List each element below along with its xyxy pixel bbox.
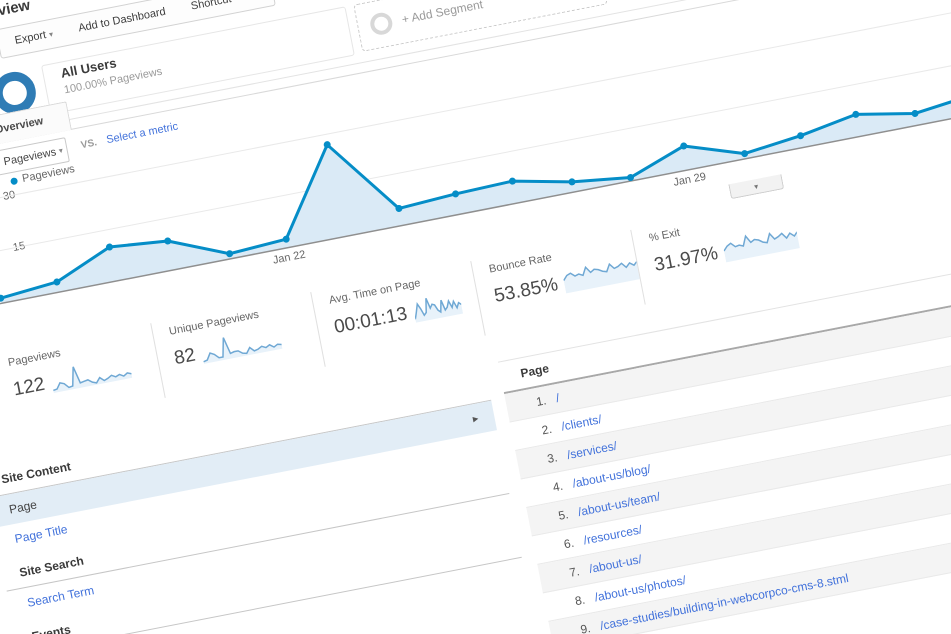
metric-sparkline [563, 259, 640, 294]
sidebar-item-label: Page Title [13, 522, 69, 546]
sidebar-item-label: Page [7, 497, 39, 517]
row-index: 9. [579, 621, 592, 634]
triangle-down-icon: ▾ [753, 181, 760, 191]
row-index: 2. [540, 421, 554, 438]
metric-sparkline [723, 230, 800, 263]
metric-sparkline [52, 366, 132, 394]
empty-donut-icon [368, 10, 395, 37]
metric-sparkline [414, 297, 464, 323]
metric-value: 53.85% [492, 274, 560, 307]
chevron-down-icon: ▾ [58, 145, 64, 156]
arrow-right-icon: ▸ [471, 412, 480, 426]
metric-card[interactable]: Bounce Rate 53.85% [470, 230, 645, 336]
sidebar-item-label: Search Term [25, 583, 96, 610]
metric-card[interactable]: % Exit 31.97% [630, 198, 805, 305]
row-index: 7. [568, 564, 581, 580]
vs-label: VS. [80, 137, 98, 152]
row-index: 6. [562, 535, 576, 552]
row-index: 8. [573, 592, 587, 609]
shortcut-button[interactable]: Shortcut [189, 0, 233, 13]
add-segment-label: + Add Segment [400, 0, 485, 27]
add-segment-button[interactable]: + Add Segment [353, 0, 608, 52]
export-button[interactable]: Export▾ [13, 29, 54, 47]
row-index: 5. [557, 507, 570, 523]
metric-card[interactable]: Avg. Time on Page 00:01:13 [310, 261, 485, 367]
row-index: 3. [546, 450, 559, 466]
page-title: Overview [0, 0, 32, 27]
metric-value: 122 [11, 373, 47, 401]
add-to-dashboard-button[interactable]: Add to Dashboard [77, 5, 167, 35]
metric-value: 00:01:13 [332, 303, 410, 339]
metric-value: 31.97% [652, 242, 720, 276]
metric-sparkline [203, 337, 283, 364]
chevron-down-icon: ▾ [48, 29, 54, 40]
page-link[interactable]: / [554, 390, 561, 406]
pageviews-chart [0, 0, 951, 309]
metric-value: 82 [172, 344, 198, 370]
metric-card[interactable]: Unique Pageviews 82 [150, 292, 325, 398]
metric-card[interactable]: Pageviews 122 [0, 323, 165, 429]
row-index: 1. [535, 393, 548, 409]
row-index: 4. [551, 478, 565, 495]
metric-cards-row: Pageviews 122 Unique Pageviews 82 Avg. Time … [0, 198, 805, 429]
